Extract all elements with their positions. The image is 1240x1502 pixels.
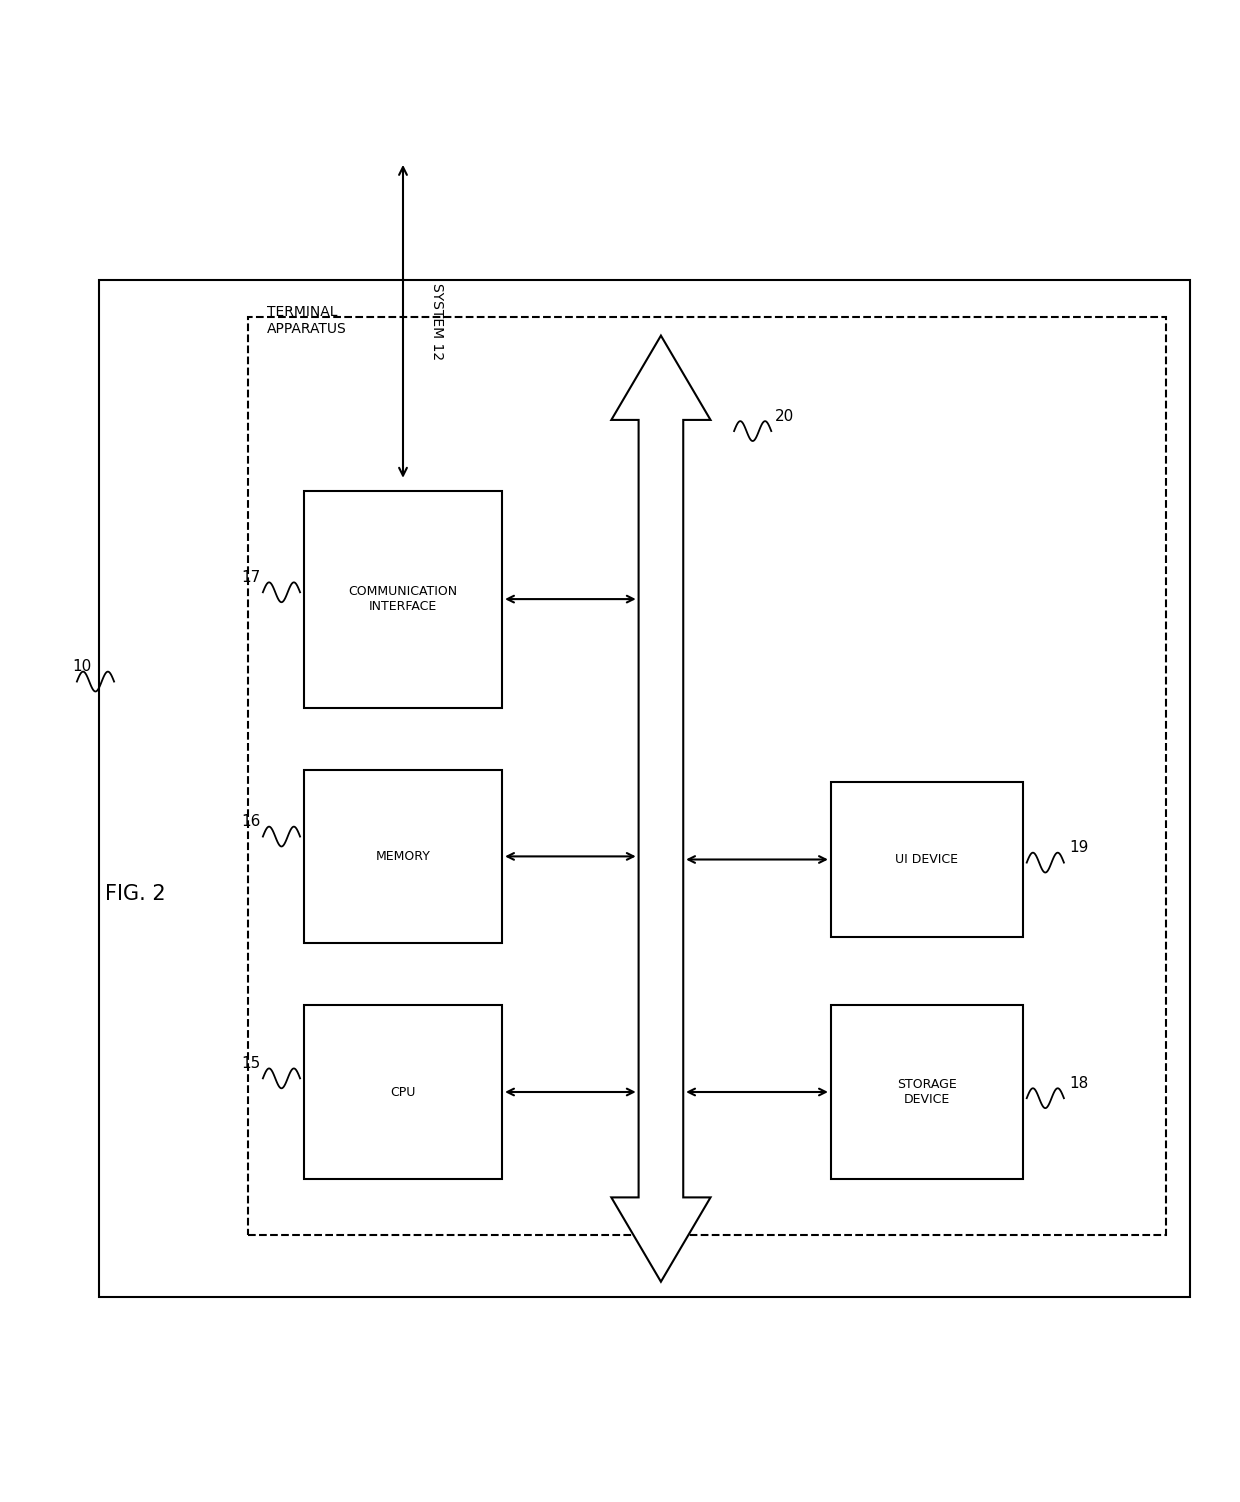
Text: TERMINAL
APPARATUS: TERMINAL APPARATUS [267, 305, 346, 335]
Polygon shape [611, 335, 711, 1281]
Bar [304, 1005, 502, 1179]
Text: 18: 18 [1069, 1075, 1089, 1090]
Text: FIG. 2: FIG. 2 [105, 883, 166, 904]
Bar [304, 769, 502, 943]
Bar [831, 1005, 1023, 1179]
Text: STORAGE
DEVICE: STORAGE DEVICE [897, 1078, 957, 1105]
Text: 16: 16 [241, 814, 260, 829]
Bar [831, 783, 1023, 937]
Text: SYSTEM 12: SYSTEM 12 [430, 282, 444, 360]
Text: UI DEVICE: UI DEVICE [895, 853, 959, 867]
Text: CPU: CPU [391, 1086, 415, 1098]
Text: COMMUNICATION
INTERFACE: COMMUNICATION INTERFACE [348, 586, 458, 613]
Bar [304, 491, 502, 707]
Text: 10: 10 [72, 659, 92, 674]
Text: 17: 17 [241, 569, 260, 584]
Bar [248, 317, 1166, 1235]
Text: 15: 15 [241, 1056, 260, 1071]
Bar [99, 279, 1190, 1296]
Text: 20: 20 [775, 409, 795, 424]
Text: 19: 19 [1069, 840, 1089, 855]
Text: MEMORY: MEMORY [376, 850, 430, 864]
